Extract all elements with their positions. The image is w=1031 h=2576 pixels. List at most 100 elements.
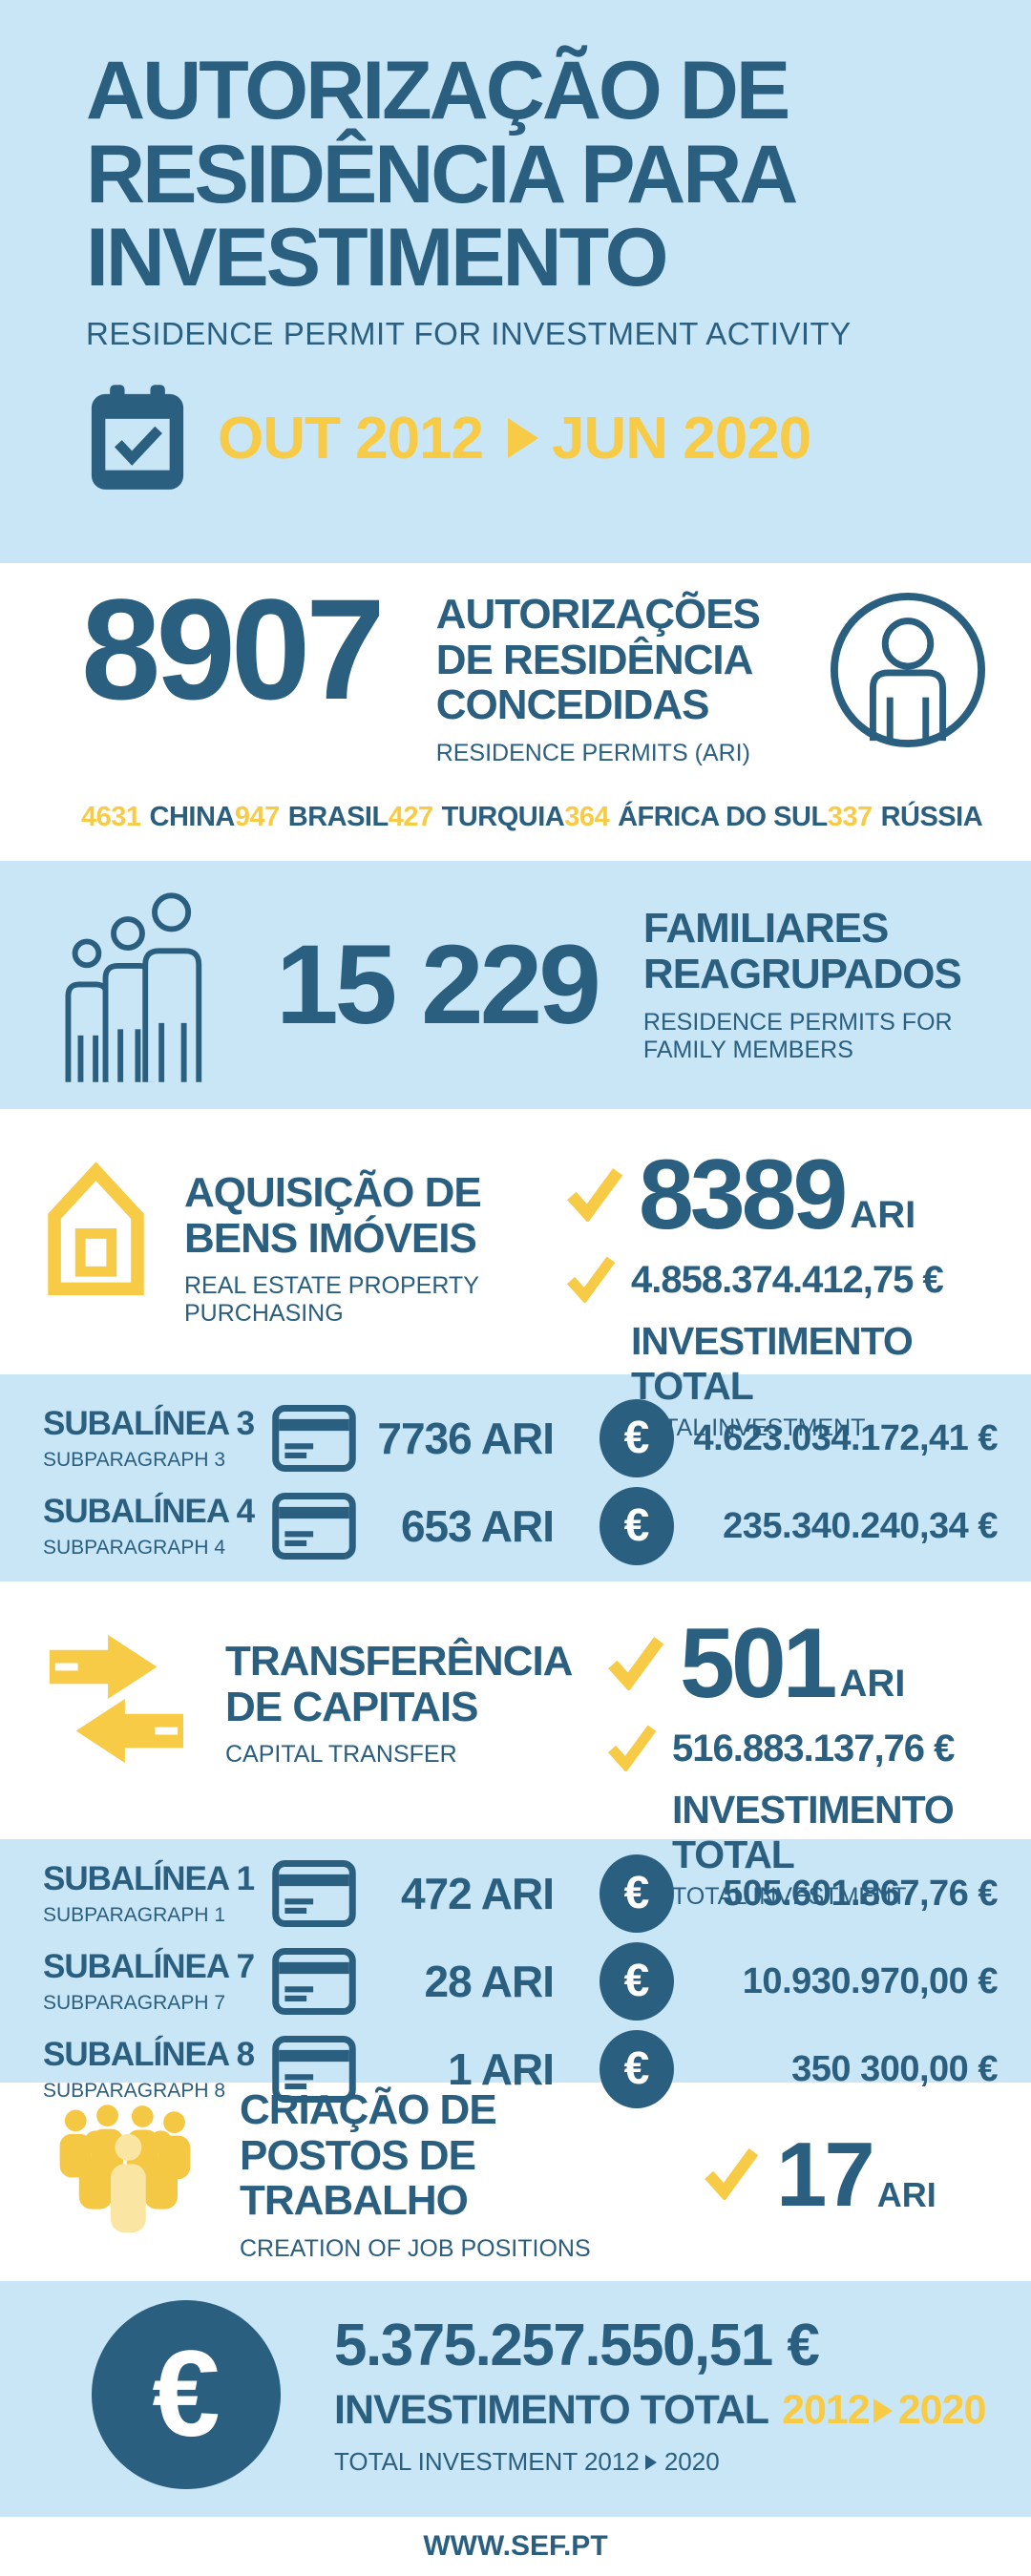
permits-total-value: 8907 [81,569,386,729]
capital-transfer-text: TRANSFERÊNCIA DE CAPITAIS CAPITAL TRANSF… [225,1639,607,1769]
arrow-right-icon [644,2454,657,2470]
jobs-stats: 17 ARI [704,2123,936,2226]
credit-card-icon [270,1948,358,2015]
ari-label: ARI [839,1663,906,1706]
subparagraph-label: SUBALÍNEA 3 [43,1405,255,1442]
family-section: 15 229 FAMILIARES REAGRUPADOS RESIDENCE … [0,861,1031,1109]
subparagraph-label: SUBALÍNEA 8 [43,2036,255,2073]
family-group-icon [59,880,209,1090]
page-title: AUTORIZAÇÃO DE RESIDÊNCIA PARA INVESTIME… [86,45,993,304]
arrow-right-icon [508,418,539,459]
permits-row: 8907 AUTORIZAÇÕES DE RESIDÊNCIA CONCEDID… [81,569,988,767]
country-name: RÚSSIA [880,801,983,832]
country-stat-africa-do-sul: 364 ÁFRICA DO SUL [564,801,828,833]
subparagraph-sublabel: SUBPARAGRAPH 1 [43,1904,225,1926]
credit-card-icon [270,1860,358,1927]
title-line-1: AUTORIZAÇÃO DE [86,45,790,136]
real-estate-title: AQUISIÇÃO DE BENS IMÓVEIS [184,1169,482,1262]
country-name: TURQUIA [441,801,565,832]
check-icon [566,1164,623,1226]
family-title: FAMILIARES REAGRUPADOS [642,905,962,997]
total-investment-label: INVESTIMENTO TOTAL [334,2387,769,2433]
jobs-text: CRIAÇÃO DE POSTOS DE TRABALHO CREATION O… [240,2087,669,2263]
total-sublabel-start: TOTAL INVESTMENT 2012 [334,2447,640,2476]
family-text: FAMILIARES REAGRUPADOS RESIDENCE PERMITS… [643,906,968,1063]
euro-circle-icon: € [92,2299,281,2489]
subparagraph-row-7: SUBALÍNEA 7 SUBPARAGRAPH 7 28 ARI € 10.9… [43,1942,999,2021]
investment-label: INVESTIMENTO TOTAL [631,1319,914,1409]
country-name: BRASIL [287,801,389,832]
subparagraph-amount: 10.930.970,00 € [742,1960,999,2001]
euro-glyph: € [623,1500,650,1551]
period-end: JUN 2020 [552,405,811,471]
subparagraph-ari: 7736 ARI [377,1414,555,1463]
permits-title: AUTORIZAÇÕES DE RESIDÊNCIA CONCEDIDAS [435,591,761,729]
subparagraph-sublabel: SUBPARAGRAPH 4 [43,1537,225,1559]
euro-circle-icon: € [600,1854,674,1933]
permits-section: 8907 AUTORIZAÇÕES DE RESIDÊNCIA CONCEDID… [0,563,1031,861]
capital-transfer-stats: 501 ARI 516.883.137,76 € INVESTIMENTO TO… [607,1614,998,1910]
country-name: ÁFRICA DO SUL [618,801,828,832]
subparagraph-label-block: SUBALÍNEA 3 SUBPARAGRAPH 3 [43,1405,270,1472]
capital-transfer-section: TRANSFERÊNCIA DE CAPITAIS CAPITAL TRANSF… [0,1581,1031,1910]
country-stat-russia: 337 RÚSSIA [828,801,983,833]
capital-subparagraphs: SUBALÍNEA 1 SUBPARAGRAPH 1 472 ARI € 505… [0,1839,1031,2108]
euro-glyph: € [623,1868,650,1918]
capital-transfer-left: TRANSFERÊNCIA DE CAPITAIS CAPITAL TRANSF… [46,1623,607,1839]
credit-card-icon [270,1493,358,1560]
investment-label: INVESTIMENTO TOTAL [672,1788,955,1877]
subparagraph-row-4: SUBALÍNEA 4 SUBPARAGRAPH 4 653 ARI € 235… [43,1487,999,1565]
subparagraph-label-block: SUBALÍNEA 8 SUBPARAGRAPH 8 [43,2036,270,2103]
calendar-icon [90,385,185,492]
total-investment-sublabel-row: TOTAL INVESTMENT 2012 2020 [334,2447,985,2477]
jobs-ari-value: 17 [776,2123,875,2226]
subparagraph-amount: 350 300,00 € [791,2048,998,2089]
capital-transfer-investment: 516.883.137,76 € [672,1728,955,1770]
subparagraph-label-block: SUBALÍNEA 7 SUBPARAGRAPH 7 [43,1948,270,2015]
subparagraph-ari: 472 ARI [400,1869,555,1918]
country-value: 4631 [81,801,141,832]
investment-sublabel: TOTAL INVESTMENT [672,1883,907,1911]
transfer-arrows-icon [46,1629,187,1775]
capital-transfer-title: TRANSFERÊNCIA DE CAPITAIS [225,1638,572,1730]
total-investment-amount: 5.375.257.550,51 € [334,2313,820,2378]
subparagraph-row-1: SUBALÍNEA 1 SUBPARAGRAPH 1 472 ARI € 505… [43,1854,999,1933]
real-estate-left: AQUISIÇÃO DE BENS IMÓVEIS REAL ESTATE PR… [46,1155,566,1374]
total-period-end: 2020 [897,2387,987,2433]
subparagraph-row-8: SUBALÍNEA 8 SUBPARAGRAPH 8 1 ARI € 350 3… [43,2030,999,2108]
credit-card-icon [270,1405,358,1472]
euro-circle-icon: € [600,2030,674,2108]
ari-line: 8389 ARI [566,1145,998,1245]
footer-section: WWW.SEF.PT [0,2517,1031,2576]
ari-label: ARI [850,1194,916,1237]
subparagraph-sublabel: SUBPARAGRAPH 7 [43,1992,225,2014]
real-estate-subparagraphs: SUBALÍNEA 3 SUBPARAGRAPH 3 7736 ARI € 4.… [0,1374,1031,1581]
check-icon [607,1722,657,1776]
check-icon [566,1253,616,1308]
euro-glyph: € [623,1956,650,2006]
ari-label: ARI [876,2175,936,2215]
subparagraph-sublabel: SUBPARAGRAPH 3 [43,1449,225,1471]
euro-glyph: € [623,1413,650,1463]
subparagraph-amount: 235.340.240,34 € [723,1505,998,1546]
capital-transfer-subtitle: CAPITAL TRANSFER [225,1741,457,1769]
subparagraph-amount: 4.623.034.172,41 € [693,1417,998,1458]
subparagraph-amount: 505.601.867,76 € [723,1873,998,1914]
title-line-3: INVESTIMENTO [86,212,669,304]
title-line-2: RESIDÊNCIA PARA [86,128,798,220]
euro-circle-icon: € [600,1399,674,1477]
euro-glyph: € [152,2325,221,2462]
house-icon [46,1161,146,1301]
country-name: CHINA [149,801,236,832]
country-stat-brasil: 947 BRASIL [235,802,389,833]
investment-line: 4.858.374.412,75 € [566,1253,998,1308]
subparagraph-row-3: SUBALÍNEA 3 SUBPARAGRAPH 3 7736 ARI € 4.… [43,1399,999,1477]
total-sublabel-end: 2020 [663,2447,720,2476]
real-estate-text: AQUISIÇÃO DE BENS IMÓVEIS REAL ESTATE PR… [184,1170,566,1328]
header-section: AUTORIZAÇÃO DE RESIDÊNCIA PARA INVESTIME… [0,0,1031,563]
page-subtitle: RESIDENCE PERMIT FOR INVESTMENT ACTIVITY [86,316,852,352]
website-url: WWW.SEF.PT [423,2530,608,2562]
total-investment-label-row: INVESTIMENTO TOTAL 2012 2020 [334,2387,987,2434]
total-text: 5.375.257.550,51 € INVESTIMENTO TOTAL 20… [334,2312,987,2477]
